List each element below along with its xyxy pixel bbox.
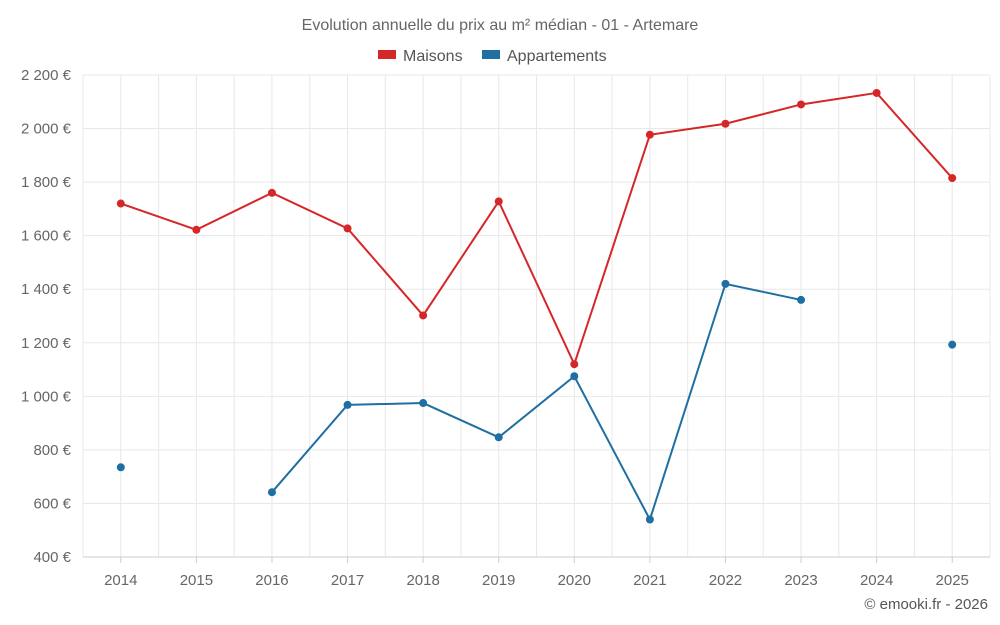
y-tick-label: 2 000 € xyxy=(21,121,72,138)
data-point-maisons-2018[interactable] xyxy=(419,311,428,320)
data-point-maisons-2014[interactable] xyxy=(116,199,125,208)
series-line-maisons xyxy=(120,91,953,367)
legend-swatch-appartements xyxy=(482,50,500,59)
data-point-maisons-2016[interactable] xyxy=(267,188,276,197)
x-tick-label: 2020 xyxy=(558,572,591,589)
data-point-appartements-2019[interactable] xyxy=(494,433,503,442)
legend-label-appartements: Appartements xyxy=(507,48,607,65)
data-point-maisons-2015[interactable] xyxy=(192,225,201,234)
data-point-appartements-2020[interactable] xyxy=(570,372,579,381)
legend[interactable]: Maisons Appartements xyxy=(378,48,607,65)
data-point-appartements-2017[interactable] xyxy=(343,400,352,409)
y-tick-label: 1 200 € xyxy=(21,335,72,352)
x-tick-label: 2018 xyxy=(406,572,439,589)
credit-text: © emooki.fr - 2026 xyxy=(864,596,988,613)
data-point-maisons-2024[interactable] xyxy=(872,88,881,97)
y-tick-label: 800 € xyxy=(33,442,71,459)
legend-item-maisons[interactable]: Maisons xyxy=(378,48,463,65)
data-point-appartements-2021[interactable] xyxy=(645,515,654,524)
x-tick-label: 2025 xyxy=(936,572,969,589)
x-tick-label: 2015 xyxy=(180,572,213,589)
x-tick-label: 2016 xyxy=(255,572,288,589)
chart-title: Evolution annuelle du prix au m² médian … xyxy=(302,17,699,34)
x-tick-label: 2024 xyxy=(860,572,893,589)
data-point-appartements-2014[interactable] xyxy=(116,463,125,472)
y-tick-label: 600 € xyxy=(33,495,71,512)
x-axis: 2014 2015 2016 2017 2018 2019 2020 2021 2022 2023… xyxy=(83,556,990,589)
data-point-maisons-2022[interactable] xyxy=(721,119,730,128)
data-point-maisons-2019[interactable] xyxy=(494,197,503,206)
y-axis: 400 € 600 € 800 € 1 000 € 1 200 € 1 400 € 1 60… xyxy=(21,67,72,566)
data-point-maisons-2021[interactable] xyxy=(645,130,654,139)
data-point-appartements-2016[interactable] xyxy=(267,488,276,497)
series-group xyxy=(116,88,957,524)
data-point-appartements-2022[interactable] xyxy=(721,279,730,288)
y-tick-label: 1 400 € xyxy=(21,281,72,298)
data-point-appartements-2018[interactable] xyxy=(419,399,428,408)
series-line-appartements xyxy=(271,282,802,523)
x-tick-label: 2022 xyxy=(709,572,742,589)
data-point-maisons-2025[interactable] xyxy=(948,174,957,183)
grid xyxy=(82,74,991,557)
data-point-appartements-2023[interactable] xyxy=(797,295,806,304)
data-point-maisons-2020[interactable] xyxy=(570,360,579,369)
data-point-maisons-2017[interactable] xyxy=(343,224,352,233)
y-tick-label: 1 000 € xyxy=(21,388,72,405)
x-tick-label: 2019 xyxy=(482,572,515,589)
y-tick-label: 400 € xyxy=(33,549,71,566)
y-tick-label: 2 200 € xyxy=(21,67,72,84)
x-tick-label: 2023 xyxy=(784,572,817,589)
legend-label-maisons: Maisons xyxy=(403,48,463,65)
data-point-appartements-2025[interactable] xyxy=(948,340,957,349)
y-tick-label: 1 800 € xyxy=(21,174,72,191)
x-tick-label: 2014 xyxy=(104,572,137,589)
legend-item-appartements[interactable]: Appartements xyxy=(482,48,607,65)
x-tick-label: 2017 xyxy=(331,572,364,589)
y-tick-label: 1 600 € xyxy=(21,228,72,245)
legend-swatch-maisons xyxy=(378,50,396,59)
x-tick-label: 2021 xyxy=(633,572,666,589)
data-point-maisons-2023[interactable] xyxy=(797,100,806,109)
